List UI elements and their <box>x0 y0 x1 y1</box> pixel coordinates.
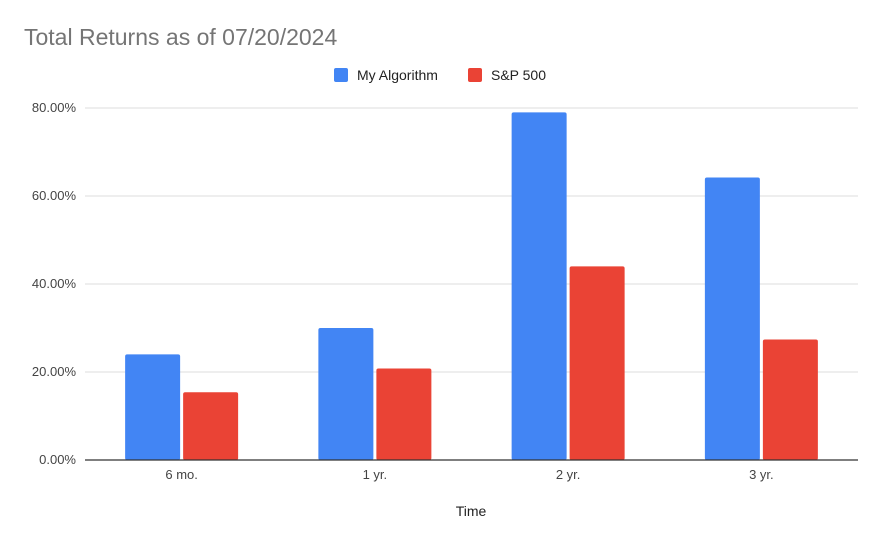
x-tick-label: 1 yr. <box>363 467 388 482</box>
chart-title: Total Returns as of 07/20/2024 <box>24 24 337 50</box>
y-axis-ticks: 0.00% 20.00% 40.00% 60.00% 80.00% <box>32 100 77 467</box>
x-tick-label: 2 yr. <box>556 467 581 482</box>
y-tick-label: 40.00% <box>32 276 77 291</box>
bar-sp-500-4 <box>762 339 818 460</box>
x-axis-title: Time <box>456 503 487 519</box>
bar-sp-500-2 <box>376 368 432 460</box>
bar-my-algorithm-2 <box>318 328 374 460</box>
legend-swatch-my-algorithm <box>334 68 348 82</box>
legend-swatch-sp-500 <box>468 68 482 82</box>
y-tick-label: 80.00% <box>32 100 77 115</box>
legend-label-sp-500: S&P 500 <box>491 67 546 83</box>
y-tick-label: 60.00% <box>32 188 77 203</box>
bar-sp-500-1 <box>183 392 239 460</box>
bar-sp-500-3 <box>569 266 625 460</box>
bar-my-algorithm-4 <box>704 177 760 460</box>
bars <box>125 112 818 461</box>
bar-my-algorithm-3 <box>511 112 567 461</box>
y-tick-label: 20.00% <box>32 364 77 379</box>
x-tick-label: 6 mo. <box>165 467 198 482</box>
y-tick-label: 0.00% <box>39 452 76 467</box>
bar-my-algorithm-1 <box>125 354 181 460</box>
x-axis-ticks: 6 mo. 1 yr. 2 yr. 3 yr. <box>165 467 773 482</box>
legend: My Algorithm S&P 500 <box>334 67 546 83</box>
legend-label-my-algorithm: My Algorithm <box>357 67 438 83</box>
x-tick-label: 3 yr. <box>749 467 774 482</box>
